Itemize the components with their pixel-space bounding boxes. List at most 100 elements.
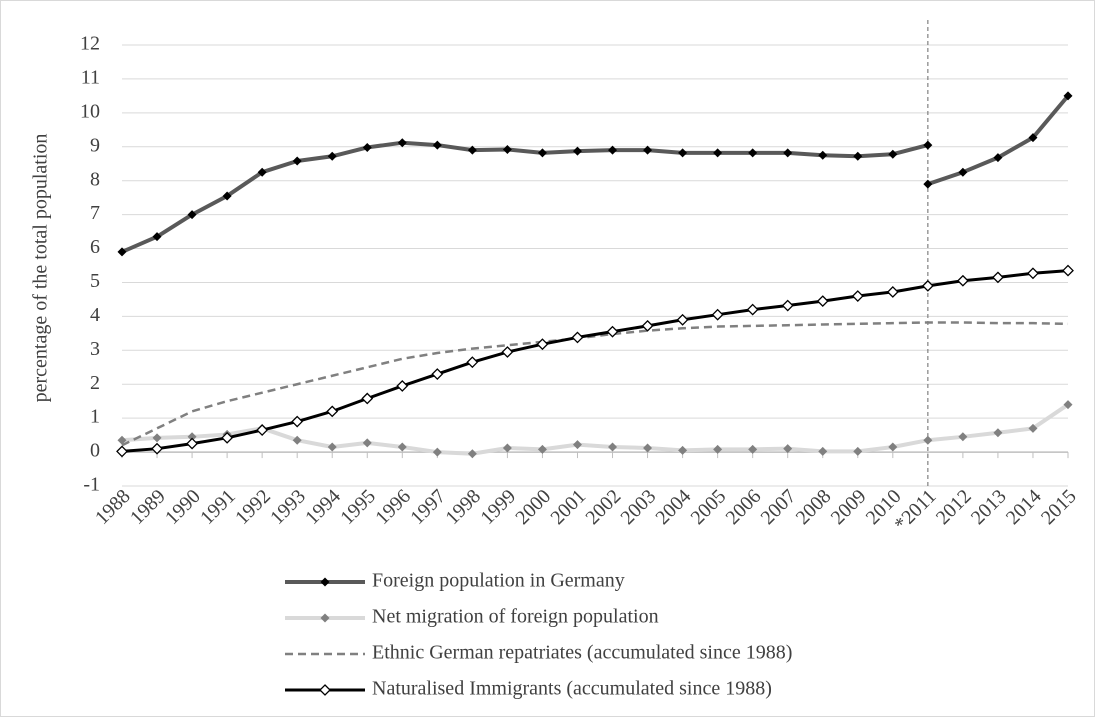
marker: [1027, 267, 1039, 280]
marker: [432, 140, 442, 150]
marker: [888, 149, 898, 159]
marker: [502, 443, 512, 453]
y-tick-label: 3: [90, 338, 100, 360]
y-tick-label: 5: [90, 270, 100, 292]
marker: [608, 145, 618, 155]
marker: [1063, 400, 1073, 410]
marker: [432, 447, 442, 457]
marker: [748, 148, 758, 158]
marker: [781, 299, 794, 312]
marker: [467, 145, 477, 155]
marker: [362, 142, 372, 152]
marker: [326, 405, 339, 418]
marker: [257, 167, 267, 177]
marker: [678, 445, 688, 455]
marker: [362, 438, 372, 448]
legend-label: Ethnic German repatriates (accumulated s…: [372, 642, 792, 664]
marker: [292, 435, 302, 445]
marker: [361, 392, 374, 405]
marker: [958, 167, 968, 177]
marker: [851, 290, 864, 302]
marker: [502, 144, 512, 154]
marker: [501, 346, 514, 358]
y-tick-label: 1: [90, 406, 100, 428]
marker: [711, 308, 724, 321]
series-line: [121, 140, 929, 254]
marker: [643, 145, 653, 155]
y-tick-label: 12: [80, 33, 100, 55]
y-tick-label: 10: [80, 100, 100, 122]
marker: [1062, 264, 1074, 277]
marker: [572, 440, 582, 450]
legend-label: Foreign population in Germany: [372, 570, 625, 592]
legend-marker: [320, 577, 330, 587]
marker: [606, 325, 619, 338]
series-line: [121, 402, 1070, 456]
marker: [186, 437, 198, 450]
marker: [921, 279, 934, 292]
marker: [396, 380, 409, 392]
marker: [117, 247, 127, 257]
marker: [816, 295, 829, 308]
series-line: [121, 269, 1069, 453]
marker: [993, 428, 1003, 438]
marker: [923, 179, 933, 189]
marker: [746, 303, 759, 316]
marker: [992, 271, 1004, 284]
marker: [783, 148, 793, 158]
marker: [151, 442, 163, 455]
marker: [536, 338, 549, 351]
legend-label: Naturalised Immigrants (accumulated sinc…: [372, 678, 772, 700]
marker: [256, 424, 269, 436]
marker: [748, 444, 758, 454]
marker: [923, 435, 933, 445]
marker: [431, 368, 444, 380]
y-tick-label: -1: [83, 474, 100, 496]
marker: [537, 148, 547, 158]
marker: [643, 443, 653, 453]
marker: [467, 449, 477, 459]
marker: [853, 151, 863, 161]
marker: [397, 138, 407, 148]
marker: [537, 444, 547, 454]
marker: [152, 232, 162, 242]
y-tick-label: 6: [90, 236, 100, 258]
marker: [818, 446, 828, 456]
marker: [993, 153, 1003, 163]
marker: [222, 191, 232, 201]
y-tick-label: 4: [90, 304, 100, 326]
marker: [187, 210, 197, 220]
y-axis-label: percentage of the total population: [30, 134, 52, 403]
marker: [187, 432, 197, 442]
legend-marker: [320, 613, 330, 623]
marker: [1028, 423, 1038, 433]
marker: [1028, 133, 1038, 143]
marker: [1063, 91, 1073, 101]
legend-marker: [319, 684, 331, 696]
marker: [221, 431, 234, 444]
marker: [783, 444, 793, 454]
marker: [608, 442, 618, 452]
marker: [958, 432, 968, 442]
marker: [397, 442, 407, 452]
marker: [818, 150, 828, 160]
y-tick-label: 8: [90, 168, 100, 190]
marker: [676, 313, 689, 326]
marker: [888, 442, 898, 452]
marker: [291, 415, 304, 428]
y-tick-label: 0: [90, 440, 100, 462]
marker: [466, 356, 479, 369]
y-tick-label: 7: [90, 202, 100, 224]
marker: [886, 286, 899, 298]
marker: [923, 140, 933, 150]
marker: [678, 148, 688, 158]
marker: [713, 148, 723, 158]
y-tick-label: 11: [81, 67, 100, 89]
marker: [641, 319, 654, 332]
legend-label: Net migration of foreign population: [372, 606, 659, 628]
marker: [152, 433, 162, 443]
marker: [713, 444, 723, 454]
marker: [853, 446, 863, 456]
